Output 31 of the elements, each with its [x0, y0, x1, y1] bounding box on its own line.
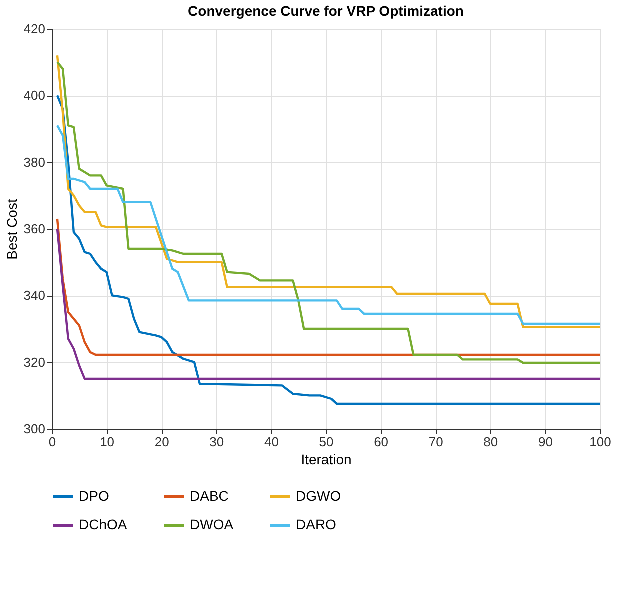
y-tick-label: 360 [24, 222, 46, 236]
y-tick-label: 340 [24, 288, 46, 304]
x-tick-label: 80 [484, 434, 498, 450]
y-tick-label: 380 [24, 154, 46, 170]
x-tick-label: 70 [428, 434, 444, 450]
legend-label: DARO [296, 516, 337, 532]
legend-label: DPO [79, 488, 110, 504]
y-tick-label: 300 [24, 422, 46, 436]
x-tick-label: 60 [374, 434, 389, 450]
x-axis-title: Iteration [301, 452, 352, 468]
x-tick-label: 100 [590, 434, 612, 450]
x-tick-label: 40 [264, 434, 279, 450]
x-tick-label: 0 [48, 434, 56, 450]
line-series [56, 218, 602, 356]
y-axis-title: Best Cost [4, 199, 20, 260]
x-tick-label: 90 [538, 434, 553, 450]
y-tick-label: 420 [24, 22, 46, 36]
x-tick-label: 20 [154, 434, 170, 450]
x-tick-label: 30 [210, 434, 224, 450]
x-tick-label: 10 [100, 434, 115, 450]
legend-label: DABC [190, 488, 229, 504]
chart-title: Convergence Curve for VRP Optimization [188, 3, 464, 19]
legend-label: DGWO [296, 488, 342, 504]
line-series [56, 228, 602, 380]
x-tick-label: 50 [319, 434, 334, 450]
line-series [56, 94, 602, 406]
y-tick-label: 320 [24, 354, 46, 370]
y-tick-label: 400 [24, 88, 46, 104]
legend-label: DWOA [190, 516, 234, 532]
line-series [56, 124, 602, 326]
legend-label: DChOA [79, 516, 128, 532]
